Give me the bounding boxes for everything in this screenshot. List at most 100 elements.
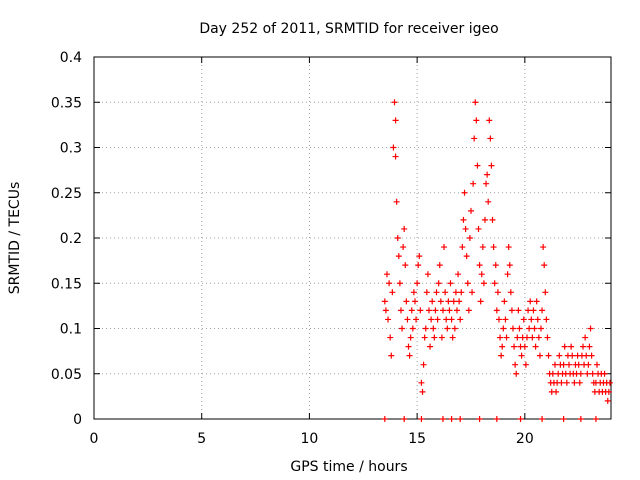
data-point [466, 235, 473, 241]
data-point [539, 307, 546, 314]
data-point [396, 280, 403, 287]
data-point [411, 298, 418, 305]
data-point [521, 343, 528, 350]
data-point [410, 289, 417, 296]
data-point [592, 416, 599, 422]
y-tick-label: 0.25 [51, 186, 82, 202]
data-point [560, 416, 567, 422]
data-point [401, 416, 408, 422]
data-point [493, 416, 500, 422]
data-point [424, 271, 431, 278]
data-point [556, 352, 563, 359]
data-point [450, 298, 457, 305]
data-point [533, 298, 540, 305]
data-point [513, 370, 520, 377]
axis-ticks: 0 5 10 15 20 0 0.05 0.1 0.15 0.2 0.25 0.3 0.35 0.4 [51, 50, 611, 447]
data-point [431, 334, 438, 341]
data-point [498, 352, 505, 359]
data-point [418, 379, 425, 386]
data-point [401, 225, 408, 232]
data-point [593, 361, 600, 368]
chart-title: Day 252 of 2011, SRMTID for receiver ige… [199, 21, 498, 37]
data-point [509, 325, 516, 332]
data-point [416, 253, 423, 260]
data-point [491, 280, 498, 287]
data-point [549, 370, 556, 377]
data-point [469, 289, 476, 296]
series-SRMTID [381, 99, 613, 404]
y-tick-label: 0.05 [51, 367, 82, 383]
data-point [386, 280, 393, 287]
data-point [576, 379, 583, 386]
data-point [479, 244, 486, 251]
data-point [473, 117, 480, 124]
data-point [435, 280, 442, 287]
data-point [481, 216, 488, 223]
data-point [488, 162, 495, 169]
data-point [413, 316, 420, 323]
data-point [420, 361, 427, 368]
data-point [539, 416, 546, 422]
data-point [518, 352, 525, 359]
data-point [476, 262, 483, 269]
data-point [514, 334, 521, 341]
data-point [511, 343, 518, 350]
data-point [517, 416, 524, 422]
y-tick-label: 0.15 [51, 276, 82, 292]
data-point [523, 334, 530, 341]
data-point [394, 235, 401, 241]
x-tick-label: 0 [90, 431, 99, 447]
data-point [537, 325, 544, 332]
data-point [477, 298, 484, 305]
data-point [536, 352, 543, 359]
data-point [585, 361, 592, 368]
data-point [392, 117, 399, 124]
data-point [430, 325, 437, 332]
data-point [512, 361, 519, 368]
x-tick-label: 5 [197, 431, 206, 447]
data-point [583, 352, 590, 359]
data-point [455, 271, 462, 278]
data-point [492, 262, 499, 269]
data-point [449, 334, 456, 341]
data-point [418, 416, 425, 422]
data-point [478, 271, 485, 278]
data-point [579, 343, 586, 350]
data-point [506, 262, 513, 269]
data-point [495, 316, 502, 323]
data-point [421, 334, 428, 341]
data-point [571, 379, 578, 386]
data-point [388, 352, 395, 359]
data-point [397, 307, 404, 314]
data-point [428, 316, 435, 323]
data-point [432, 307, 439, 314]
data-point [382, 307, 389, 314]
y-axis-label: SRMTID / TECUs [7, 182, 23, 295]
data-point [408, 307, 415, 314]
series-baseline [381, 416, 599, 422]
data-point [439, 307, 446, 314]
data-point [568, 343, 575, 350]
data-point [443, 316, 450, 323]
data-point [475, 225, 482, 232]
data-point [389, 289, 396, 296]
data-point [516, 325, 523, 332]
data-point [465, 307, 472, 314]
data-point [604, 397, 611, 404]
data-point [429, 298, 436, 305]
data-point [601, 370, 608, 377]
data-point [457, 416, 464, 422]
data-point [484, 171, 491, 178]
data-point [445, 298, 452, 305]
data-point [560, 361, 567, 368]
data-point [605, 388, 612, 395]
data-point [422, 325, 429, 332]
data-point [392, 153, 399, 160]
data-point [530, 307, 537, 314]
data-point [480, 280, 487, 287]
data-point [505, 244, 512, 251]
data-point [563, 379, 570, 386]
data-point [500, 325, 507, 332]
data-point [427, 343, 434, 350]
